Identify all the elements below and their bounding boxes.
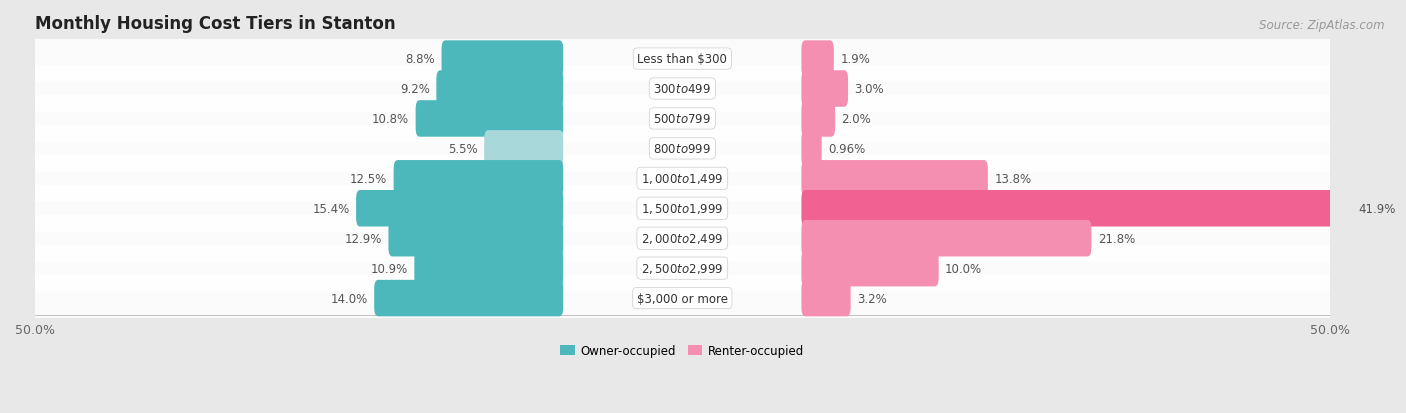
FancyBboxPatch shape — [801, 190, 1351, 227]
FancyBboxPatch shape — [801, 161, 988, 197]
Text: 21.8%: 21.8% — [1098, 232, 1135, 245]
Text: 10.0%: 10.0% — [945, 262, 983, 275]
FancyBboxPatch shape — [374, 280, 564, 317]
FancyBboxPatch shape — [801, 71, 848, 107]
Text: 10.9%: 10.9% — [371, 262, 408, 275]
FancyBboxPatch shape — [388, 221, 564, 257]
Text: 3.0%: 3.0% — [855, 83, 884, 96]
Legend: Owner-occupied, Renter-occupied: Owner-occupied, Renter-occupied — [555, 339, 808, 362]
Text: 3.2%: 3.2% — [858, 292, 887, 305]
FancyBboxPatch shape — [484, 131, 564, 167]
Text: 9.2%: 9.2% — [399, 83, 430, 96]
Text: 5.5%: 5.5% — [449, 142, 478, 156]
FancyBboxPatch shape — [415, 250, 564, 287]
Text: 12.5%: 12.5% — [350, 172, 387, 185]
Text: $500 to $799: $500 to $799 — [654, 113, 711, 126]
Text: Source: ZipAtlas.com: Source: ZipAtlas.com — [1260, 19, 1385, 31]
FancyBboxPatch shape — [25, 126, 1340, 172]
Text: 2.0%: 2.0% — [842, 113, 872, 126]
Text: Less than $300: Less than $300 — [637, 53, 727, 66]
FancyBboxPatch shape — [25, 156, 1340, 202]
Text: $300 to $499: $300 to $499 — [654, 83, 711, 96]
FancyBboxPatch shape — [356, 190, 564, 227]
FancyBboxPatch shape — [441, 41, 564, 78]
Text: 14.0%: 14.0% — [330, 292, 368, 305]
Text: $2,500 to $2,999: $2,500 to $2,999 — [641, 261, 724, 275]
FancyBboxPatch shape — [25, 185, 1340, 232]
Text: $2,000 to $2,499: $2,000 to $2,499 — [641, 232, 724, 246]
Text: 15.4%: 15.4% — [312, 202, 350, 215]
Text: 13.8%: 13.8% — [994, 172, 1032, 185]
FancyBboxPatch shape — [25, 66, 1340, 113]
FancyBboxPatch shape — [25, 36, 1340, 83]
Text: $1,500 to $1,999: $1,500 to $1,999 — [641, 202, 724, 216]
FancyBboxPatch shape — [436, 71, 564, 107]
Text: 1.9%: 1.9% — [841, 53, 870, 66]
FancyBboxPatch shape — [25, 96, 1340, 142]
FancyBboxPatch shape — [394, 161, 564, 197]
FancyBboxPatch shape — [801, 41, 834, 78]
FancyBboxPatch shape — [801, 101, 835, 138]
Text: $1,000 to $1,499: $1,000 to $1,499 — [641, 172, 724, 186]
Text: 8.8%: 8.8% — [405, 53, 434, 66]
FancyBboxPatch shape — [801, 280, 851, 317]
FancyBboxPatch shape — [801, 250, 939, 287]
FancyBboxPatch shape — [25, 215, 1340, 262]
Text: Monthly Housing Cost Tiers in Stanton: Monthly Housing Cost Tiers in Stanton — [35, 15, 395, 33]
FancyBboxPatch shape — [25, 275, 1340, 322]
FancyBboxPatch shape — [801, 221, 1091, 257]
FancyBboxPatch shape — [416, 101, 564, 138]
Text: $3,000 or more: $3,000 or more — [637, 292, 728, 305]
FancyBboxPatch shape — [25, 245, 1340, 292]
Text: $800 to $999: $800 to $999 — [654, 142, 711, 156]
Text: 0.96%: 0.96% — [828, 142, 865, 156]
Text: 10.8%: 10.8% — [373, 113, 409, 126]
Text: 12.9%: 12.9% — [344, 232, 382, 245]
Text: 41.9%: 41.9% — [1358, 202, 1396, 215]
FancyBboxPatch shape — [801, 131, 821, 167]
